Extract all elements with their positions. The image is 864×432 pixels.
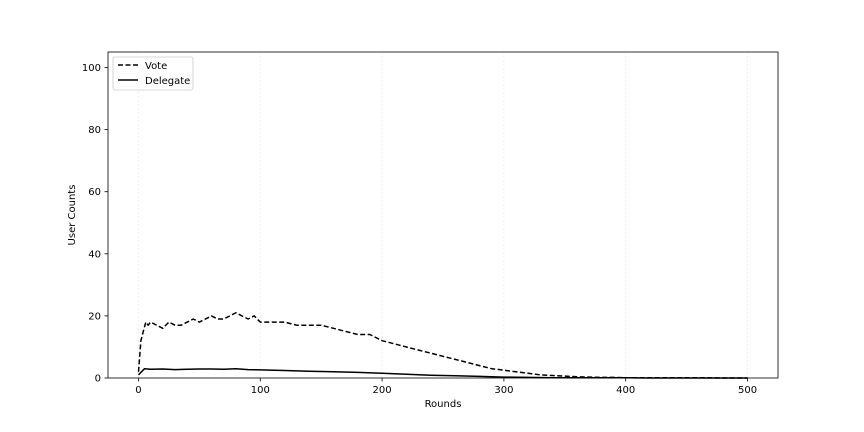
plot-frame [107, 51, 779, 379]
y-tick-label: 20 [88, 311, 101, 322]
x-axis-label: Rounds [425, 399, 462, 410]
y-tick-label: 40 [88, 249, 101, 260]
legend: Vote Delegate [112, 56, 194, 91]
x-tick-label: 100 [251, 385, 270, 396]
x-tick-label: 300 [494, 385, 513, 396]
y-tick-label: 0 [95, 374, 101, 385]
legend-delegate-label: Delegate [145, 76, 190, 87]
x-tick-label: 200 [373, 385, 392, 396]
y-axis-label: User Counts [67, 185, 78, 246]
x-tick-label: 400 [616, 385, 635, 396]
legend-vote-label: Vote [145, 61, 167, 72]
y-tick-label: 100 [82, 63, 101, 74]
x-axis-ticks: 0 100 200 300 400 500 [135, 378, 757, 396]
series-line-vote [137, 312, 748, 379]
y-tick-label: 60 [88, 187, 101, 198]
y-axis-ticks: 0 20 40 60 80 100 [82, 63, 108, 385]
x-tick-label: 500 [738, 385, 757, 396]
x-tick-label: 0 [135, 385, 141, 396]
y-tick-label: 80 [88, 125, 101, 136]
